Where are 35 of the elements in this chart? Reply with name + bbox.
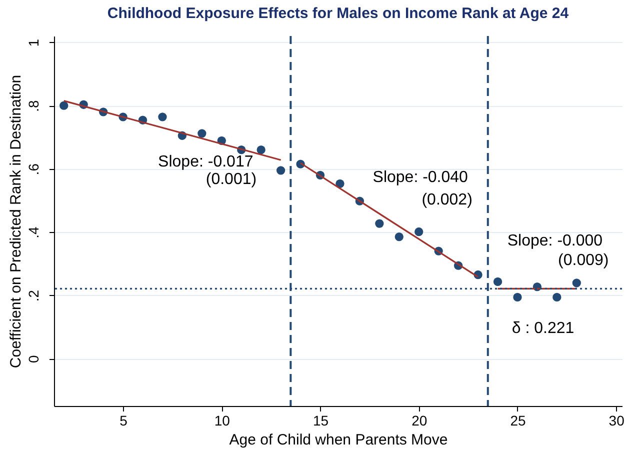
annotation: (0.001)	[206, 170, 257, 188]
x-tick-label: 25	[510, 412, 526, 428]
x-tick-label: 5	[120, 412, 128, 428]
annotation: (0.009)	[558, 252, 609, 270]
y-tick-label: .2	[26, 290, 42, 302]
point	[276, 166, 286, 175]
point	[572, 278, 581, 288]
point	[375, 219, 384, 228]
annotation: Slope: -0.017	[158, 153, 254, 170]
point	[336, 179, 344, 188]
x-tick-label: 20	[412, 412, 428, 428]
point	[513, 292, 522, 302]
annotation: (0.002)	[422, 192, 472, 209]
point	[256, 146, 266, 154]
annotation: Slope: -0.000	[507, 232, 603, 250]
point	[414, 227, 424, 236]
point	[198, 129, 206, 138]
y-tick-label: .4	[26, 226, 42, 238]
x-tick-label: 30	[608, 412, 625, 428]
point	[60, 101, 68, 110]
point	[552, 292, 562, 302]
y-tick-label: .6	[26, 163, 42, 176]
y-axis-title: Coefficient on Predicted Rank in Destination	[8, 74, 24, 368]
x-axis-title: Age of Child when Parents Move	[229, 432, 448, 448]
x-tick-label: 15	[312, 412, 329, 428]
point	[158, 112, 167, 122]
point	[394, 232, 404, 242]
chart-title: Childhood Exposure Effects for Males on Income Rank at Age 24	[107, 5, 570, 22]
annotation: δ : 0.221	[512, 320, 574, 337]
x-tick-label: 10	[214, 412, 230, 428]
y-tick-label: 1	[26, 38, 42, 47]
y-tick-label: 0	[26, 354, 42, 363]
point	[493, 277, 502, 286]
y-tick-label: .8	[26, 100, 42, 112]
annotation: Slope: -0.040	[372, 168, 468, 186]
